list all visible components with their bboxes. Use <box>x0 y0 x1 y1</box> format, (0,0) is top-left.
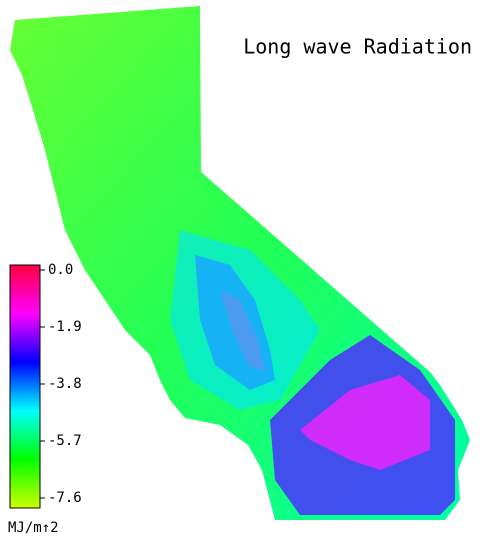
colorbar-unit: MJ/m↑2 <box>8 520 59 536</box>
colorbar: MJ/m↑2 0.0 -1.9 -3.8 -5.7 -7.6 <box>8 262 82 536</box>
foothills <box>170 230 320 410</box>
california-map <box>10 6 470 520</box>
map-title: Long wave Radiation <box>243 35 472 59</box>
colorbar-bar <box>9 264 41 509</box>
colorbar-tick-label: 0.0 <box>48 262 73 278</box>
desert-hot <box>300 375 430 470</box>
colorbar-tick-label: -1.9 <box>48 319 82 335</box>
colorbar-tick-label: -7.6 <box>48 490 82 506</box>
colorbar-tick-label: -5.7 <box>48 433 82 449</box>
colorbar-tick-label: -3.8 <box>48 376 82 392</box>
